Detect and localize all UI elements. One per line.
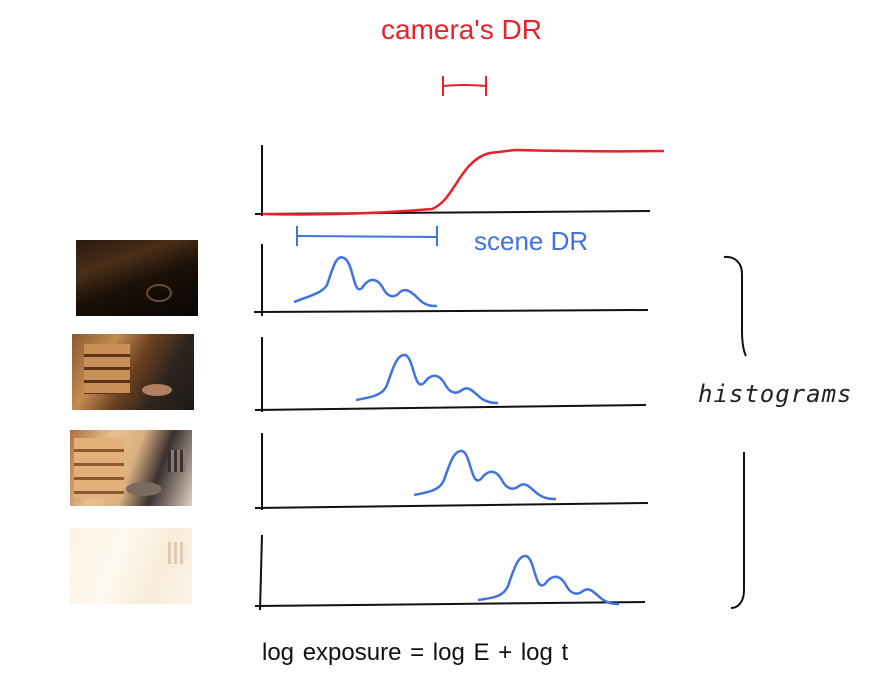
histogram-2-curve [355,353,499,405]
histogram-1-curve [293,256,438,308]
scene-dr-bracket [296,226,438,246]
thumbnail-detail [142,384,172,396]
histograms-brace [723,255,747,609]
camera-response-curve [261,148,665,216]
camera-dr-bracket [442,76,487,96]
camera-dr-label: camera's DR [381,14,542,45]
thumbnail-bright [70,430,192,506]
thumbnail-detail [168,450,186,472]
histogram-4-curve [477,554,620,606]
thumbnail-overexposed [70,528,192,604]
thumbnail-detail [126,482,162,496]
histogram-axes [253,244,649,611]
thumbnail-very-dark [76,240,198,316]
camera-response-axes [254,145,651,216]
thumbnail-detail [74,438,124,498]
thumbnail-detail [146,284,172,302]
thumbnail-detail [84,344,130,394]
scene-dr-label: scene DR [474,226,589,256]
histogram-3-curve [413,449,557,501]
log-exposure-equation: log exposure = log E + log t [262,639,569,666]
thumbnail-detail [168,542,186,564]
histograms-label: histograms [698,380,853,408]
thumbnail-dark [72,334,194,410]
